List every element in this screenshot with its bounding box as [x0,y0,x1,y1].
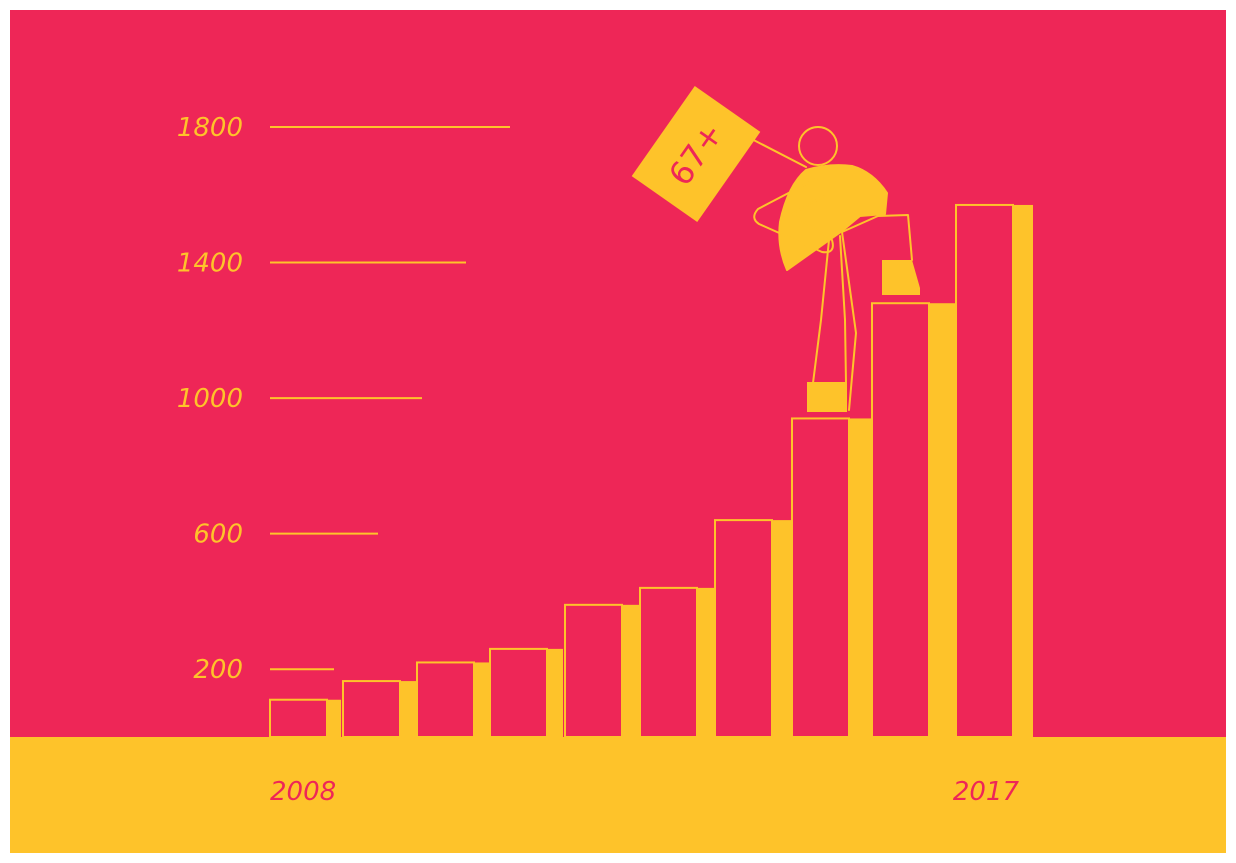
ground-band [10,737,1226,853]
arm-icon [753,177,834,254]
bar-side [327,699,341,737]
x-tick-label: 2017 [953,777,1020,807]
bar [791,417,850,738]
x-tick-label: 2008 [270,777,336,807]
y-tick-label: 1000 [177,384,243,414]
bar-side [697,587,715,737]
bar [955,203,1014,738]
flag-icon: 67+ [631,86,807,222]
bar [269,698,328,739]
bar-side [622,604,640,737]
torso-icon [778,164,888,271]
head-icon [798,126,838,166]
person-climbing-bars-icon: 67+ [631,86,920,412]
bar-side [929,303,955,737]
bar-side [400,681,416,737]
front-shoe-icon [882,260,920,295]
back-shoe-icon [807,382,847,412]
bars [269,203,1033,739]
bar-side [1013,204,1033,737]
y-tick-label: 1400 [177,249,243,279]
x-axis: 2008 2017 [270,777,1019,807]
front-leg-icon [841,214,913,411]
y-tick-label: 600 [193,520,243,550]
bar-side [474,662,490,737]
bar [564,603,623,738]
bar [489,647,548,739]
y-tick-label: 200 [193,655,243,685]
bar [342,680,401,738]
bar [416,661,475,739]
bar-side [547,648,563,737]
y-tick-label: 1800 [177,113,243,143]
bar [639,586,698,739]
bar [871,302,930,738]
bar [714,519,773,738]
bar-side [772,520,791,737]
bar-side [849,418,871,737]
y-axis: 200 600 1000 1400 1800 [177,113,510,685]
